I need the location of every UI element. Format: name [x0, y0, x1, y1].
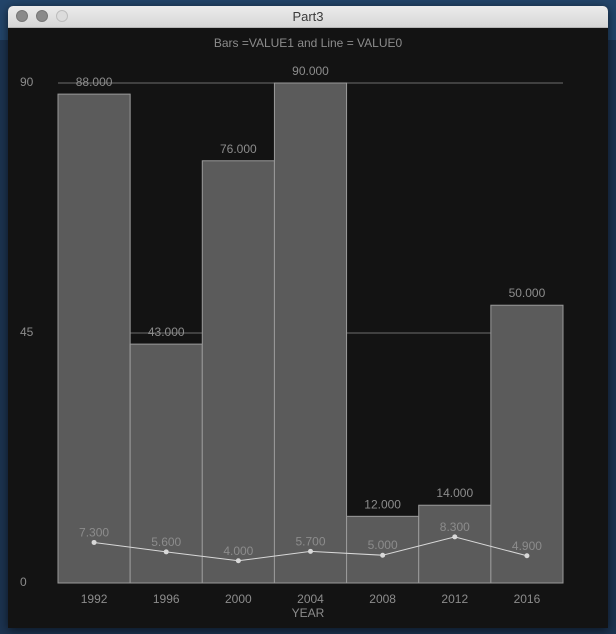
window-titlebar[interactable]: Part3	[8, 6, 608, 28]
bar-series	[57, 82, 564, 584]
line-value-label: 5.700	[295, 534, 325, 548]
y-tick-label: 45	[20, 325, 34, 339]
x-tick-label: 2008	[369, 592, 396, 606]
bar	[57, 93, 131, 584]
x-tick-label: 1996	[153, 592, 180, 606]
bar-value-label: 43.000	[148, 325, 185, 339]
line-value-label: 4.000	[223, 544, 253, 558]
bar-value-label: 88.000	[76, 75, 113, 89]
line-value-label: 5.000	[368, 538, 398, 552]
x-tick-label: 2016	[514, 592, 541, 606]
bar-value-label: 90.000	[292, 64, 329, 78]
line-point	[380, 552, 386, 558]
bar-value-label: 76.000	[220, 142, 257, 156]
line-value-labels: 7.300 5.600 4.000 5.700 5.000 8.300 4.900	[79, 520, 542, 558]
bar-value-label: 14.000	[436, 486, 473, 500]
line-point	[452, 534, 458, 540]
x-axis-title: YEAR	[292, 606, 325, 620]
bar-value-label: 50.000	[509, 286, 546, 300]
line-point	[235, 558, 241, 564]
zoom-window-button[interactable]	[56, 10, 68, 22]
line-point	[524, 553, 530, 559]
y-tick-label: 0	[20, 575, 27, 589]
close-window-button[interactable]	[16, 10, 28, 22]
line-value-label: 8.300	[440, 520, 470, 534]
x-tick-label: 2000	[225, 592, 252, 606]
bar	[418, 504, 492, 584]
line-point	[163, 549, 169, 555]
bar-line-chart: Bars =VALUE1 and Line = VALUE0 YEAR 88.0…	[20, 36, 564, 620]
bar	[201, 160, 275, 584]
x-tick-label: 2012	[441, 592, 468, 606]
bar-value-label: 12.000	[364, 497, 401, 511]
line-value-label: 5.600	[151, 535, 181, 549]
line-series	[91, 534, 530, 564]
line-value-label: 7.300	[79, 525, 109, 539]
x-tick-label: 2004	[297, 592, 324, 606]
line-value-label: 4.900	[512, 539, 542, 553]
line-point	[308, 548, 313, 554]
bar	[490, 304, 564, 584]
chart-title: Bars =VALUE1 and Line = VALUE0	[214, 36, 403, 50]
y-tick-label: 90	[20, 75, 34, 89]
bar	[273, 82, 348, 584]
x-tick-label: 1992	[81, 592, 108, 606]
window-title: Part3	[292, 9, 324, 24]
chart-area: Bars =VALUE1 and Line = VALUE0 YEAR 88.0…	[8, 28, 608, 628]
bar-value-labels: 88.000 43.000 76.000 90.000 12.000 14.000 50.0…	[76, 64, 546, 511]
minimize-window-button[interactable]	[36, 10, 48, 22]
app-window: Part3 Bars =VALUE1 and Line = VALUE0 YEA…	[8, 6, 608, 628]
tick-labels: 0 45 90 1992 1996 2000 2004 2008 2012 2016	[20, 75, 541, 606]
line-point	[91, 539, 97, 545]
